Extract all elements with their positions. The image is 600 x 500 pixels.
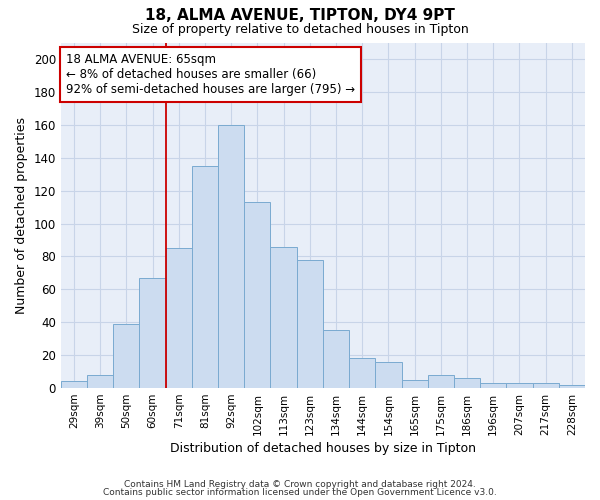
Bar <box>271 246 296 388</box>
Bar <box>244 202 271 388</box>
Bar <box>192 166 218 388</box>
Bar <box>323 330 349 388</box>
Bar <box>428 375 454 388</box>
Bar <box>401 380 428 388</box>
Bar <box>296 260 323 388</box>
Bar <box>166 248 192 388</box>
Text: Size of property relative to detached houses in Tipton: Size of property relative to detached ho… <box>131 22 469 36</box>
X-axis label: Distribution of detached houses by size in Tipton: Distribution of detached houses by size … <box>170 442 476 455</box>
Y-axis label: Number of detached properties: Number of detached properties <box>15 117 28 314</box>
Text: 18 ALMA AVENUE: 65sqm
← 8% of detached houses are smaller (66)
92% of semi-detac: 18 ALMA AVENUE: 65sqm ← 8% of detached h… <box>66 53 355 96</box>
Bar <box>559 385 585 388</box>
Text: Contains public sector information licensed under the Open Government Licence v3: Contains public sector information licen… <box>103 488 497 497</box>
Bar <box>376 362 401 388</box>
Bar <box>506 383 533 388</box>
Bar <box>139 278 166 388</box>
Text: Contains HM Land Registry data © Crown copyright and database right 2024.: Contains HM Land Registry data © Crown c… <box>124 480 476 489</box>
Bar <box>61 382 87 388</box>
Text: 18, ALMA AVENUE, TIPTON, DY4 9PT: 18, ALMA AVENUE, TIPTON, DY4 9PT <box>145 8 455 22</box>
Bar <box>218 125 244 388</box>
Bar <box>87 375 113 388</box>
Bar <box>113 324 139 388</box>
Bar <box>349 358 376 388</box>
Bar <box>533 383 559 388</box>
Bar <box>454 378 480 388</box>
Bar <box>480 383 506 388</box>
